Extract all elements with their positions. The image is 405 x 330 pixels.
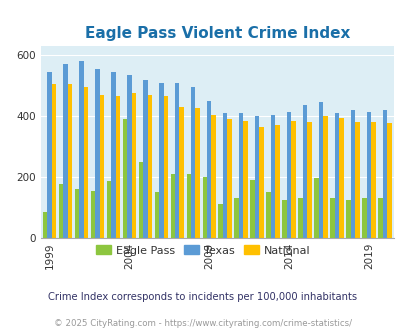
Bar [207,101,211,238]
Bar [138,162,143,238]
Bar [58,184,63,238]
Bar [361,198,366,238]
Bar [239,113,243,238]
Bar [211,115,215,238]
Bar [122,119,127,238]
Bar [382,110,386,238]
Title: Eagle Pass Violent Crime Index: Eagle Pass Violent Crime Index [84,26,349,41]
Bar [307,122,311,238]
Bar [345,200,350,238]
Text: Crime Index corresponds to incidents per 100,000 inhabitants: Crime Index corresponds to incidents per… [48,292,357,302]
Bar [386,123,391,238]
Bar [330,198,334,238]
Bar [339,117,343,238]
Bar [259,127,263,238]
Bar [202,177,207,238]
Text: © 2025 CityRating.com - https://www.cityrating.com/crime-statistics/: © 2025 CityRating.com - https://www.city… [54,319,351,328]
Bar [254,116,259,238]
Bar [115,96,120,238]
Bar [302,105,307,238]
Bar [47,72,51,238]
Bar [318,102,322,238]
Bar [163,96,168,238]
Bar [282,200,286,238]
Bar [234,198,239,238]
Bar [370,121,375,238]
Bar [195,108,199,238]
Bar [107,182,111,238]
Bar [170,174,175,238]
Bar [79,61,83,238]
Bar [95,69,99,238]
Bar [354,122,359,238]
Bar [227,119,231,238]
Bar [291,121,295,238]
Bar [111,72,115,238]
Bar [75,189,79,238]
Bar [243,121,247,238]
Bar [90,190,95,238]
Bar [68,84,72,238]
Bar [266,192,270,238]
Bar [51,84,56,238]
Bar [179,107,183,238]
Bar [159,82,163,238]
Bar [377,198,382,238]
Bar [175,82,179,238]
Bar [250,180,254,238]
Bar [275,125,279,238]
Bar [143,80,147,238]
Bar [43,212,47,238]
Bar [63,64,68,238]
Bar [270,115,275,238]
Bar [298,198,302,238]
Bar [99,95,104,238]
Bar [322,116,327,238]
Bar [154,192,159,238]
Bar [190,87,195,238]
Bar [186,174,190,238]
Bar [131,93,136,238]
Bar [313,178,318,238]
Bar [147,95,151,238]
Bar [218,204,222,238]
Bar [334,113,339,238]
Legend: Eagle Pass, Texas, National: Eagle Pass, Texas, National [91,241,314,260]
Bar [127,75,131,238]
Bar [222,113,227,238]
Bar [286,112,291,238]
Bar [350,110,354,238]
Bar [366,112,370,238]
Bar [83,87,88,238]
